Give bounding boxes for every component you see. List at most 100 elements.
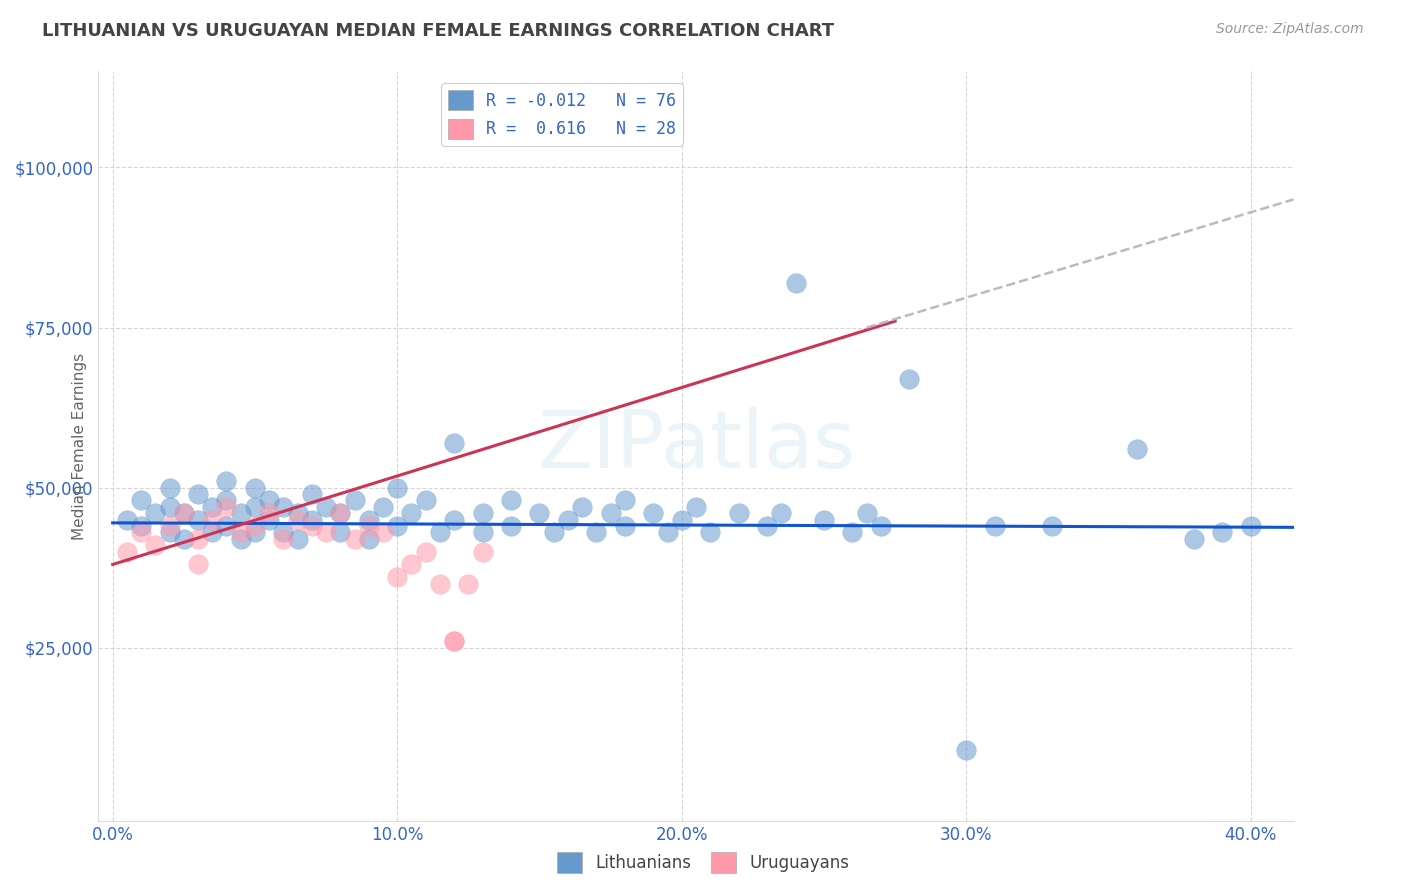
Point — [173, 506, 195, 520]
Text: Source: ZipAtlas.com: Source: ZipAtlas.com — [1216, 22, 1364, 37]
Point — [173, 532, 195, 546]
Point — [143, 538, 166, 552]
Point — [143, 506, 166, 520]
Point — [115, 513, 138, 527]
Point — [287, 506, 309, 520]
Point — [159, 500, 181, 514]
Point — [471, 506, 494, 520]
Point — [201, 500, 224, 514]
Point — [257, 493, 280, 508]
Text: LITHUANIAN VS URUGUAYAN MEDIAN FEMALE EARNINGS CORRELATION CHART: LITHUANIAN VS URUGUAYAN MEDIAN FEMALE EA… — [42, 22, 834, 40]
Point — [657, 525, 679, 540]
Point — [557, 513, 579, 527]
Point — [287, 532, 309, 546]
Point — [273, 500, 295, 514]
Point — [471, 544, 494, 558]
Point — [329, 506, 352, 520]
Point — [287, 513, 309, 527]
Point — [115, 544, 138, 558]
Point — [129, 525, 152, 540]
Point — [243, 500, 266, 514]
Legend: R = -0.012   N = 76, R =  0.616   N = 28: R = -0.012 N = 76, R = 0.616 N = 28 — [441, 84, 683, 145]
Point — [257, 513, 280, 527]
Point — [984, 519, 1007, 533]
Legend: Lithuanians, Uruguayans: Lithuanians, Uruguayans — [550, 846, 856, 880]
Point — [385, 519, 409, 533]
Point — [855, 506, 877, 520]
Point — [343, 493, 366, 508]
Point — [756, 519, 779, 533]
Point — [129, 493, 152, 508]
Point — [870, 519, 893, 533]
Point — [229, 532, 252, 546]
Point — [785, 276, 807, 290]
Point — [357, 532, 380, 546]
Point — [457, 576, 479, 591]
Point — [1211, 525, 1233, 540]
Point — [215, 474, 238, 488]
Point — [429, 576, 451, 591]
Point — [371, 525, 394, 540]
Point — [187, 558, 209, 572]
Point — [215, 500, 238, 514]
Point — [613, 519, 636, 533]
Point — [315, 525, 337, 540]
Point — [671, 513, 693, 527]
Point — [443, 435, 465, 450]
Point — [215, 519, 238, 533]
Point — [1182, 532, 1205, 546]
Text: ZIPatlas: ZIPatlas — [537, 407, 855, 485]
Point — [898, 372, 921, 386]
Point — [571, 500, 593, 514]
Point — [243, 519, 266, 533]
Point — [329, 525, 352, 540]
Point — [443, 513, 465, 527]
Point — [273, 532, 295, 546]
Point — [159, 481, 181, 495]
Point — [315, 500, 337, 514]
Point — [357, 513, 380, 527]
Point — [159, 525, 181, 540]
Point — [301, 487, 323, 501]
Point — [1126, 442, 1149, 457]
Point — [357, 519, 380, 533]
Point — [841, 525, 863, 540]
Point — [215, 493, 238, 508]
Point — [385, 481, 409, 495]
Point — [955, 743, 977, 757]
Point — [685, 500, 707, 514]
Point — [301, 519, 323, 533]
Point — [699, 525, 721, 540]
Point — [385, 570, 409, 584]
Point — [415, 544, 437, 558]
Point — [529, 506, 551, 520]
Point — [727, 506, 749, 520]
Point — [813, 513, 835, 527]
Point — [243, 525, 266, 540]
Y-axis label: Median Female Earnings: Median Female Earnings — [72, 352, 87, 540]
Point — [770, 506, 793, 520]
Point — [371, 500, 394, 514]
Point — [301, 513, 323, 527]
Point — [443, 634, 465, 648]
Point — [415, 493, 437, 508]
Point — [173, 506, 195, 520]
Point — [201, 513, 224, 527]
Point — [229, 525, 252, 540]
Point — [499, 493, 522, 508]
Point — [471, 525, 494, 540]
Point — [329, 506, 352, 520]
Point — [1240, 519, 1263, 533]
Point — [187, 487, 209, 501]
Point — [543, 525, 565, 540]
Point — [443, 634, 465, 648]
Point — [243, 481, 266, 495]
Point — [129, 519, 152, 533]
Point — [159, 519, 181, 533]
Point — [201, 525, 224, 540]
Point — [599, 506, 621, 520]
Point — [187, 513, 209, 527]
Point — [187, 532, 209, 546]
Point — [643, 506, 665, 520]
Point — [613, 493, 636, 508]
